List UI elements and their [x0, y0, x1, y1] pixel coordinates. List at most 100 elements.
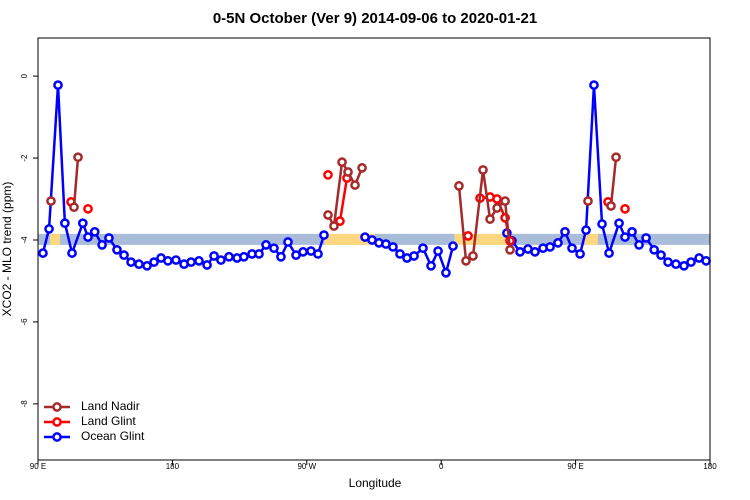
point [239, 251, 249, 262]
y-axis-label: XCO2 - MLO trend (ppm) [0, 182, 14, 317]
point [686, 257, 696, 267]
point [194, 256, 204, 266]
x-axis-label: Longitude [349, 476, 402, 490]
point [433, 246, 443, 256]
point [89, 226, 100, 237]
point [701, 256, 711, 266]
x-tick-label: 90 E [30, 462, 46, 471]
point [468, 251, 478, 261]
point [388, 242, 398, 252]
x-tick-label: 0 [439, 462, 444, 471]
point [44, 224, 54, 234]
band-segment [38, 233, 50, 245]
point [663, 257, 673, 267]
point [38, 248, 48, 258]
point [627, 226, 637, 237]
band-segment [49, 233, 60, 245]
point [335, 216, 345, 226]
band-segment [584, 233, 598, 245]
point [500, 196, 510, 206]
point [313, 249, 323, 259]
point [505, 244, 515, 255]
legend-marker [52, 402, 62, 412]
legend-label: Ocean Glint [81, 429, 145, 443]
y-tick-label: -8 [20, 400, 29, 408]
legend-label: Land Glint [81, 414, 136, 428]
point [589, 80, 599, 90]
point [350, 180, 360, 190]
point [485, 214, 495, 224]
point [283, 237, 293, 247]
point [53, 80, 63, 90]
point [142, 260, 152, 271]
point [298, 247, 308, 257]
point [454, 181, 464, 191]
point [323, 210, 333, 220]
band-segment [509, 233, 585, 245]
band-segment [375, 233, 455, 245]
point [337, 157, 347, 167]
point [60, 218, 70, 229]
point [209, 251, 219, 261]
point [319, 230, 329, 240]
chart-title: 0-5N October (Ver 9) 2014-09-06 to 2020-… [213, 10, 537, 27]
point [97, 240, 107, 250]
point [614, 218, 624, 229]
point [134, 259, 144, 270]
point [171, 255, 181, 265]
x-tick-label: 90 E [567, 462, 583, 471]
point [620, 232, 630, 242]
point [461, 256, 471, 266]
point [83, 232, 93, 242]
series-line [72, 157, 618, 264]
point [216, 255, 226, 265]
point [581, 225, 591, 236]
point [46, 196, 56, 206]
point [671, 259, 681, 270]
plot-frame [37, 37, 711, 461]
legend-marker [52, 417, 62, 427]
point [620, 203, 630, 214]
point [634, 240, 644, 250]
point [545, 242, 555, 252]
point [323, 169, 333, 180]
point [515, 247, 525, 257]
point [597, 219, 607, 229]
point [83, 203, 93, 214]
point [357, 163, 367, 173]
point [343, 167, 353, 177]
point [553, 238, 563, 248]
point [575, 249, 585, 259]
point [69, 202, 79, 213]
y-tick-label: -2 [20, 154, 29, 162]
point [560, 226, 570, 237]
point [67, 248, 77, 258]
x-tick-label: 180 [703, 462, 717, 471]
point [649, 244, 659, 255]
point [202, 260, 212, 270]
point [530, 247, 540, 257]
point [492, 194, 502, 204]
y-tick-label: -6 [20, 318, 29, 326]
point [186, 257, 196, 267]
point [224, 251, 234, 262]
y-tick-label: 0 [20, 73, 29, 78]
band-segment [324, 233, 376, 245]
point [73, 152, 83, 163]
point [492, 203, 502, 213]
point [418, 243, 428, 254]
legend-label: Land Nadir [81, 399, 140, 413]
point [641, 233, 651, 243]
point [119, 250, 129, 260]
y-tick-label: -4 [20, 236, 29, 244]
point [611, 152, 621, 163]
legend-marker [52, 432, 62, 442]
point [604, 248, 614, 258]
point [463, 231, 473, 241]
band-segment [59, 233, 325, 245]
point [583, 196, 593, 206]
point [426, 260, 436, 271]
